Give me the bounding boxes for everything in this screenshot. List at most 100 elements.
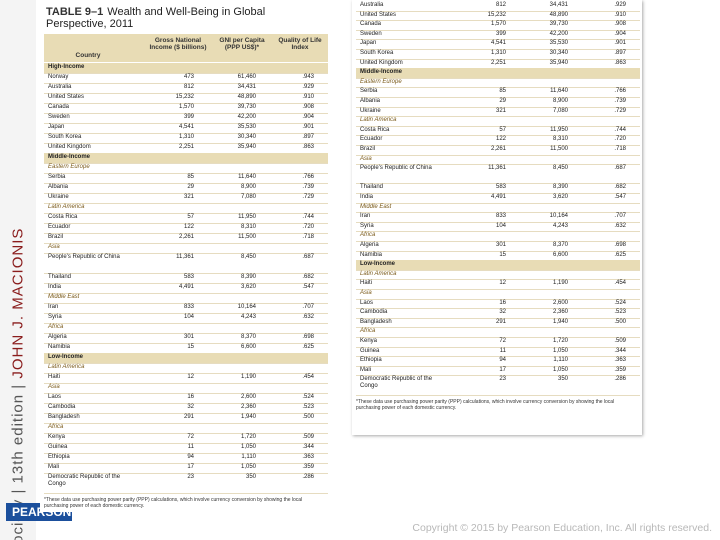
- region-row: Africa: [356, 231, 640, 242]
- region-label: Asia: [48, 244, 60, 250]
- value-cell: 2,261: [178, 234, 194, 240]
- value-cell: 2,360: [240, 404, 256, 410]
- country-cell: Syria: [360, 222, 374, 229]
- value-cell: 48,890: [549, 11, 568, 18]
- value-cell: .500: [614, 318, 626, 325]
- value-cell: 122: [495, 136, 506, 143]
- value-cell: 8,900: [552, 98, 568, 104]
- value-cell: .908: [614, 21, 626, 28]
- value-cell: 7,080: [240, 194, 256, 200]
- value-cell: 1,110: [241, 454, 256, 460]
- table-row: Thailand 583 8,390 .682: [356, 183, 640, 194]
- value-cell: .523: [614, 309, 626, 316]
- country-cell: Thailand: [360, 184, 384, 191]
- value-cell: 8,390: [552, 184, 568, 191]
- region-row: Africa: [44, 423, 328, 434]
- value-cell: 399: [183, 114, 194, 120]
- country-cell: Haiti: [48, 374, 61, 380]
- country-cell: South Korea: [48, 134, 82, 140]
- value-cell: 7,080: [552, 107, 568, 114]
- value-cell: .286: [614, 376, 626, 383]
- value-cell: 321: [495, 107, 506, 114]
- country-cell: Namibia: [48, 344, 71, 350]
- country-cell: Algeria: [360, 242, 379, 248]
- value-cell: .454: [614, 280, 626, 287]
- country-cell: Albania: [360, 98, 381, 104]
- country-cell: Laos: [360, 299, 374, 306]
- region-label: Africa: [48, 424, 64, 430]
- region-label: Eastern Europe: [360, 78, 402, 85]
- value-cell: 23: [187, 474, 194, 480]
- table-row: Mali 17 1,050 .359: [44, 463, 328, 474]
- value-cell: 1,940: [240, 414, 256, 420]
- value-cell: 48,890: [237, 94, 256, 100]
- table-row: Laos 16 2,600 .524: [356, 299, 640, 310]
- value-cell: .687: [614, 165, 626, 172]
- table-row: Algeria 301 8,370 .698: [356, 241, 640, 252]
- value-cell: 61,460: [237, 74, 256, 80]
- region-label: Latin America: [360, 270, 397, 277]
- value-cell: .632: [302, 314, 314, 320]
- value-cell: .523: [302, 404, 314, 410]
- table-row: Laos 16 2,600 .524: [44, 393, 328, 404]
- region-label: Latin America: [360, 117, 397, 124]
- value-cell: 1,190: [552, 280, 568, 287]
- sidebar-text: society | 13th edition | JOHN J. MACIONI…: [10, 228, 27, 540]
- table-row: Norway 473 61,460 .943: [44, 73, 328, 84]
- region-row: Latin America: [356, 270, 640, 281]
- value-cell: 1,110: [553, 357, 568, 364]
- value-cell: 4,243: [240, 314, 256, 320]
- country-cell: Iran: [360, 213, 371, 220]
- country-cell: Bangladesh: [360, 318, 392, 325]
- table-row: Canada 1,570 39,730 .908: [356, 20, 640, 31]
- value-cell: 57: [187, 214, 194, 220]
- region-row: Asia: [356, 289, 640, 300]
- value-cell: 2,360: [552, 309, 568, 316]
- value-cell: 11,361: [488, 165, 506, 172]
- table-header: Country Gross National Income ($ billion…: [44, 34, 328, 62]
- value-cell: .901: [614, 40, 626, 47]
- value-cell: 583: [495, 184, 506, 191]
- table-row: Syria 104 4,243 .632: [356, 222, 640, 233]
- country-cell: Syria: [48, 314, 62, 320]
- table-row: South Korea 1,310 30,340 .897: [44, 133, 328, 144]
- value-cell: 15: [499, 251, 506, 258]
- value-cell: 11: [499, 347, 506, 354]
- table-label: TABLE 9–1: [46, 6, 104, 18]
- value-cell: .344: [614, 347, 626, 354]
- region-label: Middle East: [360, 203, 392, 210]
- group-row: Middle-Income: [44, 153, 328, 164]
- country-cell: Norway: [48, 74, 69, 80]
- country-cell: Costa Rica: [360, 126, 390, 133]
- value-cell: 15,232: [487, 11, 506, 18]
- country-cell: Japan: [360, 40, 377, 47]
- table-row: Mali 17 1,050 .359: [356, 366, 640, 377]
- value-cell: 72: [499, 338, 506, 344]
- value-cell: 57: [499, 126, 506, 133]
- value-cell: 12: [187, 374, 194, 380]
- value-cell: .904: [302, 114, 314, 120]
- value-cell: .359: [302, 464, 314, 470]
- table-title: TABLE 9–1 Wealth and Well-Being in Global…: [46, 6, 326, 30]
- value-cell: .707: [614, 213, 626, 220]
- value-cell: 1,940: [552, 318, 568, 325]
- value-cell: .910: [614, 11, 626, 18]
- value-cell: .766: [614, 88, 626, 95]
- table-row: Cambodia 32 2,360 .523: [356, 308, 640, 319]
- value-cell: 1,310: [178, 134, 194, 140]
- left-page: TABLE 9–1 Wealth and Well-Being in Global…: [40, 0, 332, 512]
- value-cell: .687: [302, 254, 314, 260]
- country-cell: United Kingdom: [360, 59, 403, 66]
- table-row: People's Republic of China 11,361 8,450 .68…: [356, 164, 640, 185]
- table-row: Japan 4,541 35,530 .901: [356, 39, 640, 50]
- value-cell: 1,050: [552, 366, 568, 373]
- country-cell: Sweden: [360, 30, 382, 37]
- region-row: Middle East: [356, 203, 640, 214]
- country-cell: Cambodia: [48, 404, 76, 410]
- table-row: United States 15,232 48,890 .910: [356, 11, 640, 22]
- value-cell: 122: [183, 224, 194, 230]
- region-label: Eastern Europe: [48, 164, 90, 170]
- country-cell: India: [48, 284, 62, 290]
- value-cell: 1,720: [240, 434, 256, 440]
